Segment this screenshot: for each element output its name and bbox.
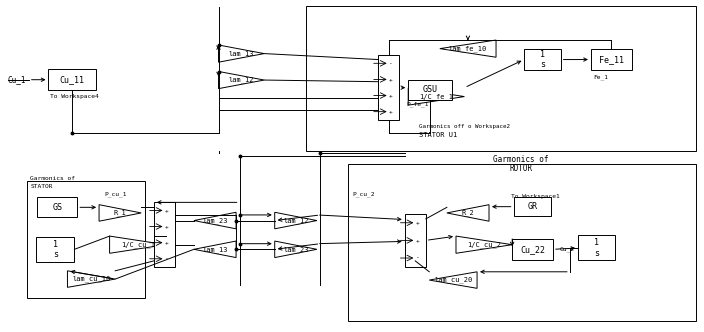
FancyBboxPatch shape (37, 198, 77, 217)
Text: lam_12: lam_12 (229, 77, 254, 83)
Text: 1
s: 1 s (540, 50, 545, 69)
Text: lam_13: lam_13 (229, 50, 254, 57)
Polygon shape (456, 236, 513, 253)
Text: Cu_22: Cu_22 (520, 245, 545, 254)
FancyBboxPatch shape (591, 48, 631, 70)
FancyBboxPatch shape (514, 197, 551, 216)
FancyBboxPatch shape (36, 237, 75, 262)
Text: Cu_1: Cu_1 (8, 75, 26, 84)
Text: +: + (389, 93, 393, 98)
Text: Fe_11: Fe_11 (599, 55, 624, 64)
Polygon shape (275, 241, 317, 258)
FancyBboxPatch shape (524, 48, 560, 70)
Text: -: - (389, 61, 393, 66)
Polygon shape (440, 40, 496, 57)
Text: 1/C_cu_1: 1/C_cu_1 (120, 241, 155, 248)
Polygon shape (110, 236, 166, 253)
Polygon shape (194, 241, 236, 258)
Text: +: + (165, 240, 169, 245)
Polygon shape (218, 45, 264, 62)
Text: To Workspace1: To Workspace1 (512, 194, 560, 199)
Text: STATOR U1: STATOR U1 (419, 131, 457, 137)
Text: Fe_1: Fe_1 (593, 74, 608, 80)
Text: -: - (165, 256, 169, 261)
Polygon shape (447, 205, 489, 221)
FancyBboxPatch shape (578, 235, 615, 260)
Text: ROTOR: ROTOR (509, 164, 532, 173)
Text: P_cu_1: P_cu_1 (105, 191, 127, 197)
Text: lam_cu_10: lam_cu_10 (73, 276, 111, 283)
Polygon shape (408, 88, 465, 105)
Polygon shape (429, 272, 477, 288)
Text: +: + (416, 238, 420, 243)
Text: GR: GR (527, 202, 537, 211)
FancyBboxPatch shape (49, 69, 96, 90)
Text: lam_fe_10: lam_fe_10 (449, 45, 487, 52)
Text: lam_cu_20: lam_cu_20 (434, 277, 472, 284)
Text: GSU: GSU (423, 85, 438, 95)
FancyBboxPatch shape (513, 239, 553, 260)
Text: +: + (389, 109, 393, 114)
FancyBboxPatch shape (154, 203, 175, 267)
Text: +: + (416, 220, 420, 225)
Text: P_cu_2: P_cu_2 (352, 191, 375, 197)
Text: lam_23: lam_23 (202, 217, 227, 224)
Text: Garmonics of: Garmonics of (30, 176, 75, 181)
Text: +: + (165, 224, 169, 229)
FancyBboxPatch shape (378, 55, 399, 120)
Text: 1
s: 1 s (594, 238, 599, 258)
Polygon shape (99, 205, 142, 221)
FancyBboxPatch shape (408, 80, 453, 100)
Text: Cu_11: Cu_11 (60, 75, 85, 84)
Text: +: + (165, 208, 169, 213)
Polygon shape (68, 271, 115, 287)
Text: R_2: R_2 (462, 209, 474, 216)
Text: P_fe_1: P_fe_1 (407, 102, 429, 108)
Polygon shape (275, 212, 317, 229)
Text: 1
s: 1 s (53, 240, 58, 259)
Text: -: - (416, 256, 420, 261)
Text: GS: GS (52, 203, 62, 212)
Text: Cu_2: Cu_2 (559, 247, 574, 252)
Text: lam_12: lam_12 (283, 217, 308, 224)
Text: Garmonics of: Garmonics of (493, 155, 548, 164)
Polygon shape (194, 212, 236, 229)
Text: 1/C_fe_1: 1/C_fe_1 (420, 93, 453, 100)
Text: 1/C_cu_2: 1/C_cu_2 (467, 241, 501, 248)
Text: R_1: R_1 (114, 209, 127, 216)
Text: STATOR: STATOR (30, 184, 53, 189)
Polygon shape (218, 71, 264, 89)
FancyBboxPatch shape (405, 214, 426, 267)
Text: lam_13: lam_13 (202, 246, 227, 253)
Text: To Workspace4: To Workspace4 (50, 94, 99, 99)
Text: Garmonics off o Workspace2: Garmonics off o Workspace2 (419, 124, 510, 129)
Text: +: + (389, 77, 393, 82)
Text: lam_23: lam_23 (283, 246, 308, 253)
